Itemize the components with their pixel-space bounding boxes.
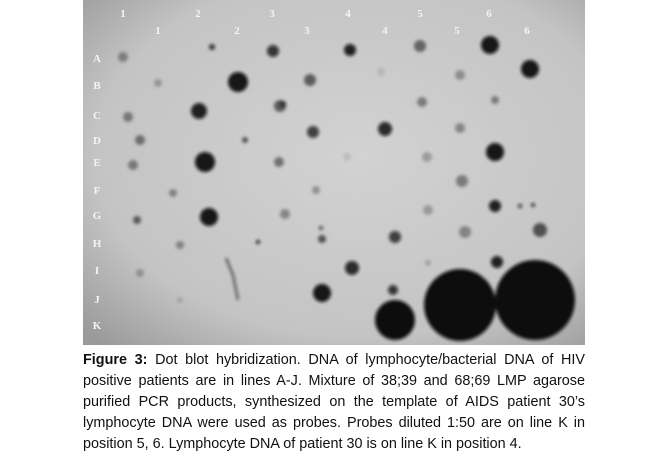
dot	[313, 284, 331, 302]
column-label: 5	[417, 8, 423, 20]
dot	[455, 123, 465, 133]
dot	[154, 79, 162, 87]
dot	[177, 297, 183, 303]
dot-blot-image: 1 2 3 4 5 6 1 2 3 4 5 6 A B C DE F G H I J K	[83, 0, 585, 345]
dot	[274, 100, 286, 112]
dot	[344, 44, 356, 56]
dot	[489, 200, 501, 212]
dot	[312, 186, 320, 194]
dot	[274, 157, 284, 167]
dots	[118, 36, 575, 341]
dot	[459, 226, 471, 238]
dot	[307, 126, 319, 138]
dot	[521, 60, 539, 78]
row-label: I	[95, 265, 99, 277]
dot	[495, 260, 575, 340]
dot	[242, 137, 248, 143]
dot	[414, 40, 426, 52]
column-label: 3	[304, 25, 310, 37]
dot	[319, 226, 323, 230]
dot	[345, 261, 359, 275]
dot	[267, 45, 279, 57]
dot	[176, 241, 184, 249]
dot	[424, 269, 496, 341]
row-label: C	[93, 110, 101, 122]
dot	[456, 175, 468, 187]
dot	[455, 70, 465, 80]
dot	[531, 203, 535, 207]
column-label: 6	[524, 25, 530, 37]
dot	[228, 72, 248, 92]
dot	[343, 153, 351, 161]
dot	[481, 36, 499, 54]
row-label: G	[93, 210, 102, 222]
dot	[388, 285, 398, 295]
dot	[389, 231, 401, 243]
column-label: 3	[269, 8, 275, 20]
dot	[200, 208, 218, 226]
column-label: 2	[195, 8, 201, 20]
row-label: A	[93, 53, 101, 65]
labels: 1 2 3 4 5 6 1 2 3 4 5 6 A B C DE F G H I J K	[93, 8, 531, 332]
row-label: K	[93, 320, 102, 332]
column-label: 1	[155, 25, 161, 37]
dot	[123, 112, 133, 122]
dot	[491, 96, 499, 104]
dot	[256, 240, 260, 244]
dot	[135, 135, 145, 145]
row-label: H	[93, 238, 102, 250]
dot	[191, 103, 207, 119]
caption-text: Dot blot hybridization. DNA of lymphocyt…	[83, 352, 585, 452]
dot	[425, 260, 431, 266]
row-label: J	[94, 294, 100, 306]
dot	[195, 152, 215, 172]
dot	[209, 44, 215, 50]
row-label: B	[93, 80, 101, 92]
dot	[377, 68, 385, 76]
column-label: 6	[486, 8, 492, 20]
dot	[491, 256, 503, 268]
caption-label: Figure 3:	[83, 352, 148, 368]
dot	[118, 52, 128, 62]
dot	[423, 205, 433, 215]
row-label: F	[94, 185, 101, 197]
column-label: 4	[382, 25, 388, 37]
column-label: 5	[454, 25, 460, 37]
smudge	[224, 257, 240, 301]
dot	[280, 209, 290, 219]
dot	[375, 300, 415, 340]
row-label: D	[93, 135, 101, 147]
dot	[486, 143, 504, 161]
dot	[136, 269, 144, 277]
dot	[128, 160, 138, 170]
dot	[378, 122, 392, 136]
dot	[533, 223, 547, 237]
dot	[518, 204, 522, 208]
dot	[417, 97, 427, 107]
caption: Figure 3: Dot blot hybridization. DNA of…	[83, 350, 585, 455]
dot	[304, 74, 316, 86]
row-label: E	[93, 157, 100, 169]
column-label: 1	[120, 8, 126, 20]
dot	[133, 216, 141, 224]
dot	[318, 235, 326, 243]
column-label: 4	[345, 8, 351, 20]
dot	[422, 152, 432, 162]
column-label: 2	[234, 25, 240, 37]
dot	[169, 189, 177, 197]
